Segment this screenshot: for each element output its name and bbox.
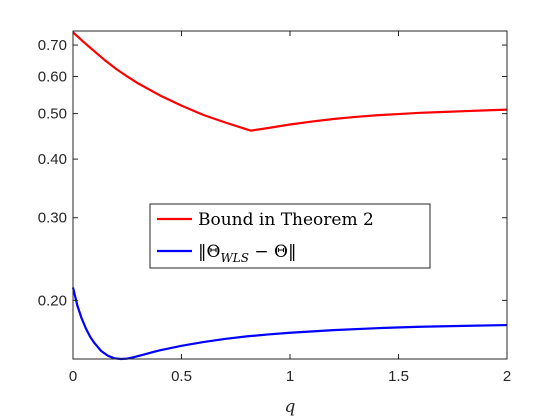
legend-label-wls: ‖ΘWLS − Θ‖ <box>198 242 296 265</box>
legend-box <box>149 203 431 269</box>
y-tick-label: 0.60 <box>38 68 67 85</box>
legend-label-wls-part2: − Θ‖ <box>249 242 297 262</box>
plot-area <box>73 31 507 359</box>
y-tick-label: 0.30 <box>38 210 67 227</box>
ticks-layer: 0 0.5 1 1.5 2 0.20 0.30 0.40 0.50 0.60 0.70 <box>38 31 511 385</box>
series-line-wls <box>71 287 508 361</box>
legend-label-bound: Bound in Theorem 2 <box>198 210 374 230</box>
x-tick-label: 1 <box>286 368 294 385</box>
x-axis-label: q <box>285 397 296 417</box>
y-tick-label: 0.70 <box>38 37 67 54</box>
x-tick-label: 0 <box>69 368 77 385</box>
y-tick-label: 0.20 <box>38 292 67 309</box>
y-tick-label: 0.40 <box>38 151 67 168</box>
y-tick-label: 0.50 <box>38 106 67 123</box>
legend: Bound in Theorem 2 ‖ΘWLS − Θ‖ <box>149 203 431 269</box>
x-tick-label: 0.5 <box>171 368 192 385</box>
legend-label-wls-subscript: WLS <box>220 251 249 265</box>
legend-label-wls-part1: ‖Θ <box>198 242 220 262</box>
x-tick-label: 2 <box>503 368 511 385</box>
x-tick-label: 1.5 <box>388 368 409 385</box>
series-layer <box>71 31 508 361</box>
series-line-bound <box>72 31 508 132</box>
plot-frame <box>72 30 508 360</box>
